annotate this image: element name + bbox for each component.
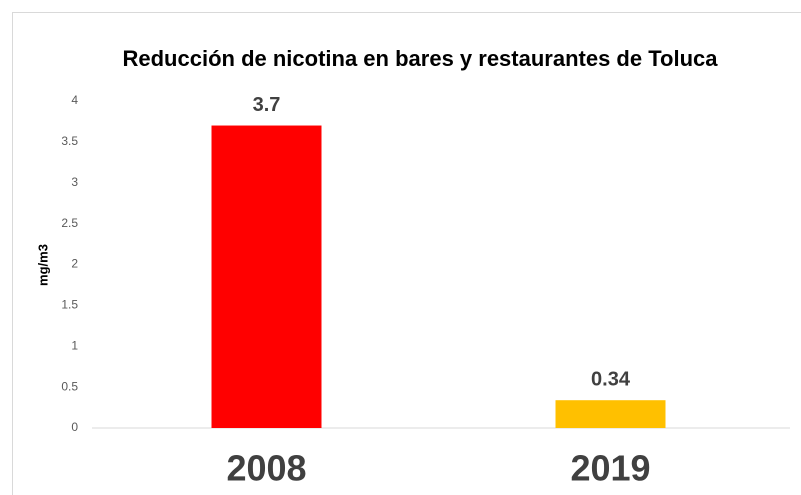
y-tick-label: 0 [71,420,78,434]
x-tick-label: 2008 [226,448,306,489]
bar [555,400,666,428]
y-tick-label: 3 [71,175,78,189]
chart-border [12,12,801,495]
chart-title: Reducción de nicotina en bares y restaur… [123,46,719,71]
y-tick-label: 1.5 [61,298,78,312]
data-label: 0.34 [591,368,631,390]
x-tick-label: 2019 [570,448,650,489]
y-tick-label: 4 [71,93,78,107]
data-label: 3.7 [253,94,281,116]
y-tick-label: 1 [71,338,78,352]
y-tick-label: 2.5 [61,216,78,230]
y-tick-label: 2 [71,257,78,271]
y-tick-label: 3.5 [61,134,78,148]
bar [211,125,322,429]
y-tick-label: 0.5 [61,379,78,393]
y-axis-label: mg/m3 [35,244,50,286]
